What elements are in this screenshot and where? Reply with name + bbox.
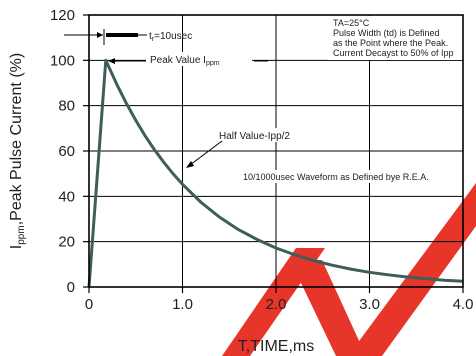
y-tick-label-2: 40 [58, 188, 75, 205]
half-value-label: Half Value-Ipp/2 [219, 131, 290, 142]
y-axis-label-rest: ,Peak Pulse Current (%) [8, 53, 25, 226]
y-tick-label-0: 0 [67, 279, 75, 296]
y-tick-label-6: 120 [50, 7, 75, 24]
y-tick-label-4: 80 [58, 98, 75, 115]
note-line-1: TA=25°C [333, 18, 370, 28]
y-tick-label-3: 60 [58, 143, 75, 160]
conditions-note-bg [328, 16, 462, 60]
note-line-3: as the Point where the Peak. [333, 38, 448, 48]
x-axis-ticks: 0 1.0 2.0 3.0 4.0 [85, 287, 474, 313]
x-tick-label-2: 2.0 [266, 296, 287, 313]
y-axis-ticks: 0 20 40 60 80 100 120 [50, 7, 89, 296]
waveform-label-bg [240, 170, 452, 183]
rise-arrowhead-left [97, 32, 103, 38]
y-axis-label: Ippm,Peak Pulse Current (%) [8, 53, 27, 249]
y-tick-label-5: 100 [50, 52, 75, 69]
y-axis-label-main: I [8, 245, 25, 249]
half-arrowhead [186, 161, 194, 168]
x-tick-label-0: 0 [85, 296, 93, 313]
note-line-4: Current Decayst to 50% of Ipp [333, 48, 454, 58]
series-line-0 [87, 58, 464, 288]
x-tick-label-3: 3.0 [359, 296, 380, 313]
note-line-2: Pulse Width (td) is Defined [333, 28, 440, 38]
rise-time-label: tr=10usec [149, 31, 192, 43]
conditions-note: TA=25°C Pulse Width (td) is Defined as t… [328, 16, 462, 60]
curve-layer [87, 58, 464, 288]
watermark-logo [222, 183, 476, 356]
y-tick-label-1: 20 [58, 234, 75, 251]
peak-value-annotation: Peak Value Ippm [108, 52, 268, 67]
x-tick-label-4: 4.0 [453, 296, 474, 313]
peak-value-label: Peak Value Ippm [150, 55, 220, 67]
x-axis-label: T,TIME,ms [238, 338, 314, 355]
peak-arrowhead [108, 58, 115, 64]
half-label-bg [217, 128, 303, 142]
half-arrow-line [189, 140, 223, 166]
y-axis-label-sub: ppm [16, 225, 27, 244]
rise-time-annotation: tr=10usec [64, 29, 192, 45]
waveform-label: 10/1000usec Waveform as Defined bye R.E.… [243, 172, 429, 182]
peak-label-bg [146, 52, 252, 66]
half-value-annotation: Half Value-Ipp/2 [186, 128, 303, 168]
x-tick-label-1: 1.0 [172, 296, 193, 313]
